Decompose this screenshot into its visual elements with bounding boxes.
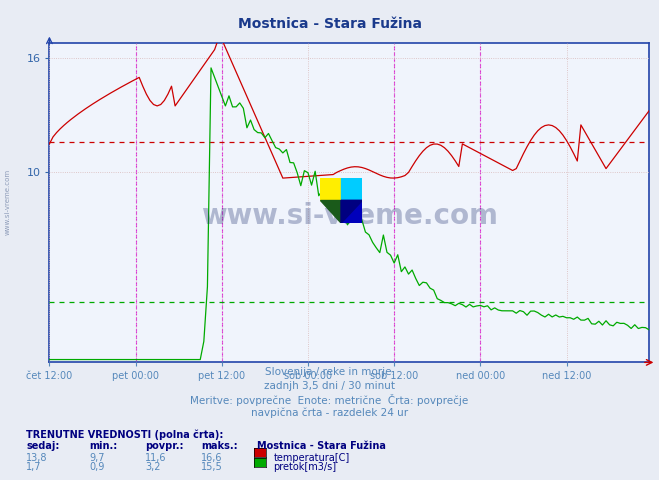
Text: min.:: min.: [89, 441, 117, 451]
Text: povpr.:: povpr.: [145, 441, 183, 451]
Text: www.si-vreme.com: www.si-vreme.com [5, 168, 11, 235]
Text: zadnjh 3,5 dni / 30 minut: zadnjh 3,5 dni / 30 minut [264, 381, 395, 391]
Text: temperatura[C]: temperatura[C] [273, 453, 350, 463]
Text: Slovenija / reke in morje.: Slovenija / reke in morje. [264, 367, 395, 377]
Text: www.si-vreme.com: www.si-vreme.com [201, 202, 498, 229]
Polygon shape [320, 201, 341, 223]
Text: Mostnica - Stara Fužina: Mostnica - Stara Fužina [237, 17, 422, 31]
Text: Meritve: povprečne  Enote: metrične  Črta: povprečje: Meritve: povprečne Enote: metrične Črta:… [190, 394, 469, 406]
Text: 0,9: 0,9 [89, 462, 104, 472]
Text: pretok[m3/s]: pretok[m3/s] [273, 462, 337, 472]
Bar [341, 201, 362, 223]
Polygon shape [341, 201, 362, 223]
Text: 11,6: 11,6 [145, 453, 167, 463]
Text: sedaj:: sedaj: [26, 441, 60, 451]
Bar [341, 178, 362, 201]
Text: 9,7: 9,7 [89, 453, 105, 463]
Text: 16,6: 16,6 [201, 453, 223, 463]
Text: Mostnica - Stara Fužina: Mostnica - Stara Fužina [257, 441, 386, 451]
Text: maks.:: maks.: [201, 441, 238, 451]
Text: 1,7: 1,7 [26, 462, 42, 472]
Text: 13,8: 13,8 [26, 453, 48, 463]
Bar [320, 178, 341, 201]
Text: TRENUTNE VREDNOSTI (polna črta):: TRENUTNE VREDNOSTI (polna črta): [26, 430, 224, 440]
Text: 3,2: 3,2 [145, 462, 161, 472]
Text: 15,5: 15,5 [201, 462, 223, 472]
Text: navpična črta - razdelek 24 ur: navpična črta - razdelek 24 ur [251, 408, 408, 418]
